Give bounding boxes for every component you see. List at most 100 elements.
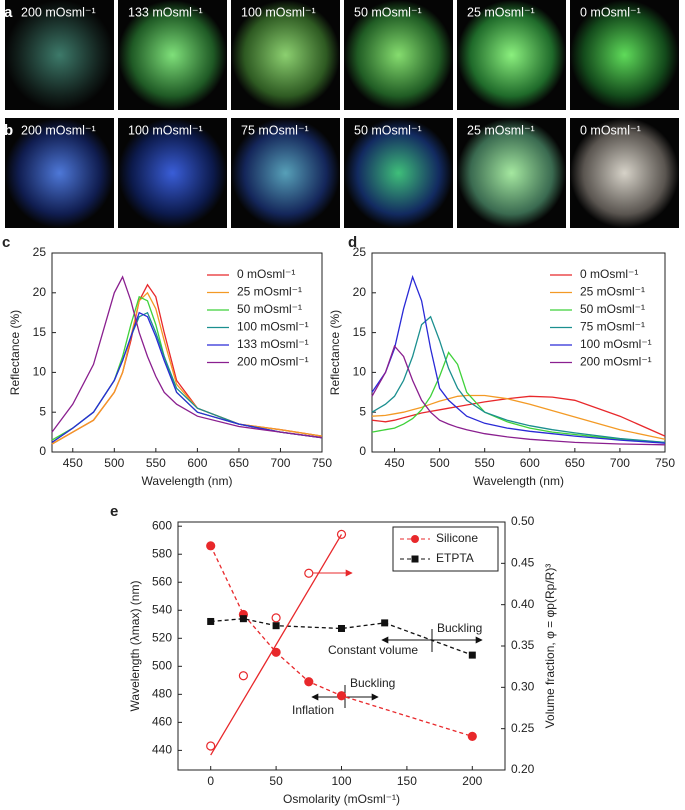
legend-label: 133 mOsml⁻¹ [237,337,309,351]
legend-label: 25 mOsml⁻¹ [237,285,302,299]
micrograph [231,0,340,110]
point [239,615,247,623]
y2-tick-label: 0.45 [511,556,535,570]
series-line [371,394,666,440]
y-tick-label: 480 [152,687,172,701]
legend-label: 25 mOsml⁻¹ [580,285,645,299]
series-line [371,344,666,446]
panel-letter: a [4,4,13,21]
legend-frame [392,526,499,572]
y-tick-label: 0 [359,444,366,458]
panel-letter: d [348,234,357,251]
plot-frame [371,252,666,453]
y-tick-label: 460 [152,715,172,729]
x-axis-label: Wavelength (nm) [142,474,233,488]
legend-marker [411,535,419,543]
tile-label: 200 mOsml⁻¹ [21,123,96,137]
panel-letter: e [110,503,118,520]
y-tick-label: 520 [152,630,172,644]
x-tick-label: 750 [312,456,332,470]
legend-label: 0 mOsml⁻¹ [237,267,295,281]
legend-label: 100 mOsml⁻¹ [580,337,652,351]
annotation: Inflation [292,703,334,717]
legend-label: 200 mOsml⁻¹ [580,355,652,369]
legend-label: 0 mOsml⁻¹ [580,267,638,281]
x-tick-label: 150 [397,774,417,788]
x-tick-label: 500 [104,456,124,470]
point [381,619,389,627]
legend-marker [411,555,419,563]
x-tick-label: 700 [270,456,290,470]
tile-label: 25 mOsml⁻¹ [467,123,535,137]
x-tick-label: 750 [655,456,675,470]
micrograph [570,118,679,228]
annotation: Buckling [350,676,395,690]
x-tick-label: 50 [269,774,283,788]
image-panels: 200 mOsml⁻¹ 133 mOsml⁻¹ 100 mOsml⁻¹ 50 mOsm… [4,0,679,228]
point [304,568,314,578]
legend-label: 100 mOsml⁻¹ [237,320,309,334]
x-tick-label: 100 [331,774,351,788]
y-axis-label: Wavelength (λmax) (nm) [128,581,142,712]
legend-label: 50 mOsml⁻¹ [580,302,645,316]
series-line [371,395,666,437]
series-line [210,534,343,756]
y-tick-label: 20 [33,285,47,299]
point [304,677,314,687]
y-tick-label: 0 [39,444,46,458]
point [206,741,216,751]
panel-letter: c [2,234,10,251]
tile-label: 50 mOsml⁻¹ [354,123,422,137]
y-tick-label: 560 [152,574,172,588]
legend-label: Silicone [436,531,478,545]
series-line [210,618,473,656]
y-tick-label: 540 [152,602,172,616]
series-line [371,315,666,444]
point [338,624,345,632]
point [467,731,477,741]
y2-tick-label: 0.30 [511,680,535,694]
x-tick-label: 500 [430,456,450,470]
tile-label: 100 mOsml⁻¹ [241,5,316,19]
tile-label: 100 mOsml⁻¹ [128,123,203,137]
x-tick-label: 0 [207,774,214,788]
tile-label: 0 mOsml⁻¹ [580,5,641,19]
y-axis-label: Reflectance (%) [328,310,342,395]
x-tick-label: 700 [610,456,630,470]
x-tick-label: 600 [520,456,540,470]
x-axis-label: Wavelength (nm) [473,474,564,488]
micrograph [570,0,679,110]
series-line [371,274,666,444]
y-tick-label: 25 [33,245,47,259]
point [272,622,280,630]
annotation: Buckling [437,621,482,635]
tile-label: 50 mOsml⁻¹ [354,5,422,19]
y2-tick-label: 0.40 [511,597,535,611]
y-axis-label: Reflectance (%) [8,310,22,395]
point [271,613,281,623]
micrograph [344,118,453,228]
annotations: Buckling Constant volume Buckling Inflat… [292,569,483,717]
point [468,651,476,659]
y-tick-label: 580 [152,546,172,560]
micrograph [118,0,227,110]
legend-label: 200 mOsml⁻¹ [237,355,309,369]
y-tick-label: 10 [353,365,367,379]
y-tick-label: 500 [152,658,172,672]
x-tick-label: 450 [385,456,405,470]
y2-axis-label: Volume fraction, φ = φp(Rp/R)³ [543,564,557,729]
point [207,617,215,625]
series-line [210,545,473,738]
y2-tick-label: 0.35 [511,638,535,652]
x-tick-label: 600 [187,456,207,470]
x-axis-label: Osmolarity (mOsml⁻¹) [283,792,400,806]
y2-tick-label: 0.50 [511,514,535,528]
micrograph [5,0,114,110]
legend-label: 75 mOsml⁻¹ [580,320,645,334]
point [206,541,216,551]
tile-label: 75 mOsml⁻¹ [241,123,309,137]
x-tick-label: 550 [475,456,495,470]
y-tick-label: 20 [353,285,367,299]
annotation: Constant volume [328,643,418,657]
